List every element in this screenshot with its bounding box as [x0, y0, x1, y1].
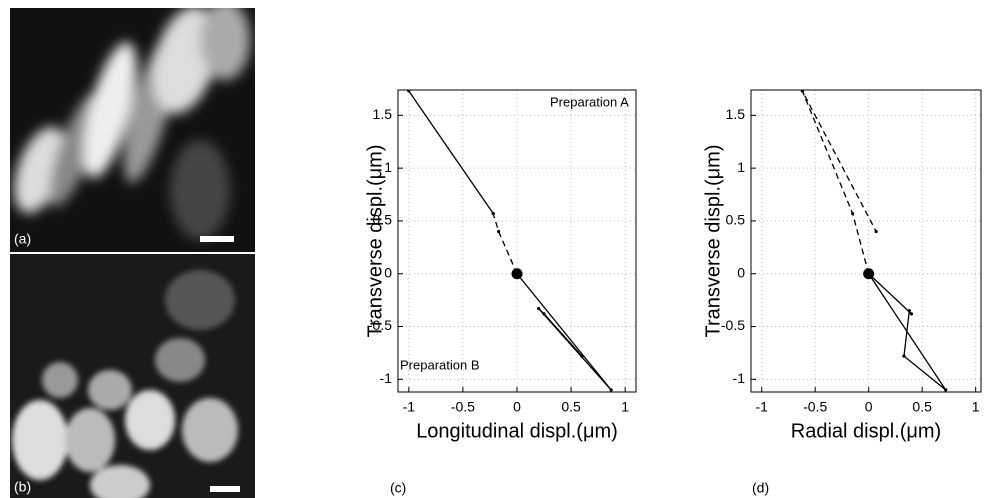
- data-point: [944, 388, 948, 392]
- data-point: [874, 229, 878, 234]
- x-tick-label: 1: [972, 399, 980, 415]
- panel-label: (c): [390, 480, 406, 496]
- annotation: Preparation B: [400, 357, 480, 372]
- origin-point: [511, 268, 523, 280]
- x-axis-label: Longitudinal displ.(μm): [416, 420, 618, 442]
- panel-label: (d): [752, 480, 769, 496]
- y-axis-label: Transverse displ.(μm): [364, 144, 386, 337]
- x-tick-label: -1: [755, 399, 768, 415]
- y-tick-label: -1: [733, 370, 746, 386]
- data-point: [907, 309, 911, 313]
- data-point: [902, 354, 906, 358]
- y-tick-label: -0.5: [368, 317, 392, 333]
- y-tick-label: -0.5: [721, 317, 745, 333]
- x-tick-label: 0.5: [912, 399, 932, 415]
- x-tick-label: -0.5: [803, 399, 827, 415]
- data-point: [800, 89, 804, 93]
- data-line: [868, 273, 947, 391]
- data-point: [909, 312, 914, 316]
- data-point: [542, 312, 546, 316]
- y-axis-label: Transverse displ.(μm): [702, 144, 724, 337]
- data-point: [537, 306, 541, 311]
- x-tick-label: -1: [403, 399, 416, 415]
- y-tick-label: 0.5: [373, 212, 393, 228]
- axes-frame: [397, 89, 637, 393]
- annotation: Preparation A: [550, 94, 629, 109]
- image-a: [10, 8, 255, 252]
- y-tick-label: 0.5: [726, 212, 746, 228]
- y-tick-label: 1.5: [373, 106, 393, 122]
- panel-label: (b): [14, 479, 31, 495]
- y-tick-label: 1: [384, 159, 392, 175]
- plot-area: [751, 90, 981, 392]
- x-axis-label: Radial displ.(μm): [791, 420, 941, 442]
- data-point: [851, 211, 855, 216]
- x-tick-label: -0.5: [451, 399, 475, 415]
- image-b: [10, 254, 255, 498]
- y-tick-label: 1: [737, 159, 745, 175]
- data-point: [580, 354, 584, 358]
- data-line: [801, 90, 877, 274]
- x-tick-label: 0.5: [561, 399, 581, 415]
- data-point: [491, 211, 495, 216]
- y-tick-label: -1: [380, 370, 393, 386]
- data-line: [492, 213, 518, 274]
- x-tick-label: 1: [621, 399, 629, 415]
- data-point: [609, 388, 613, 392]
- data-point: [497, 229, 501, 234]
- x-tick-label: 0: [865, 399, 873, 415]
- x-tick-label: 0: [513, 399, 521, 415]
- data-point: [407, 89, 411, 93]
- plot-area: [398, 90, 636, 392]
- axes-frame: [750, 89, 982, 393]
- y-tick-label: 0: [384, 264, 392, 280]
- origin-point: [863, 268, 875, 280]
- panel-label: (a): [14, 231, 31, 247]
- y-tick-label: 0: [737, 264, 745, 280]
- y-tick-label: 1.5: [726, 106, 746, 122]
